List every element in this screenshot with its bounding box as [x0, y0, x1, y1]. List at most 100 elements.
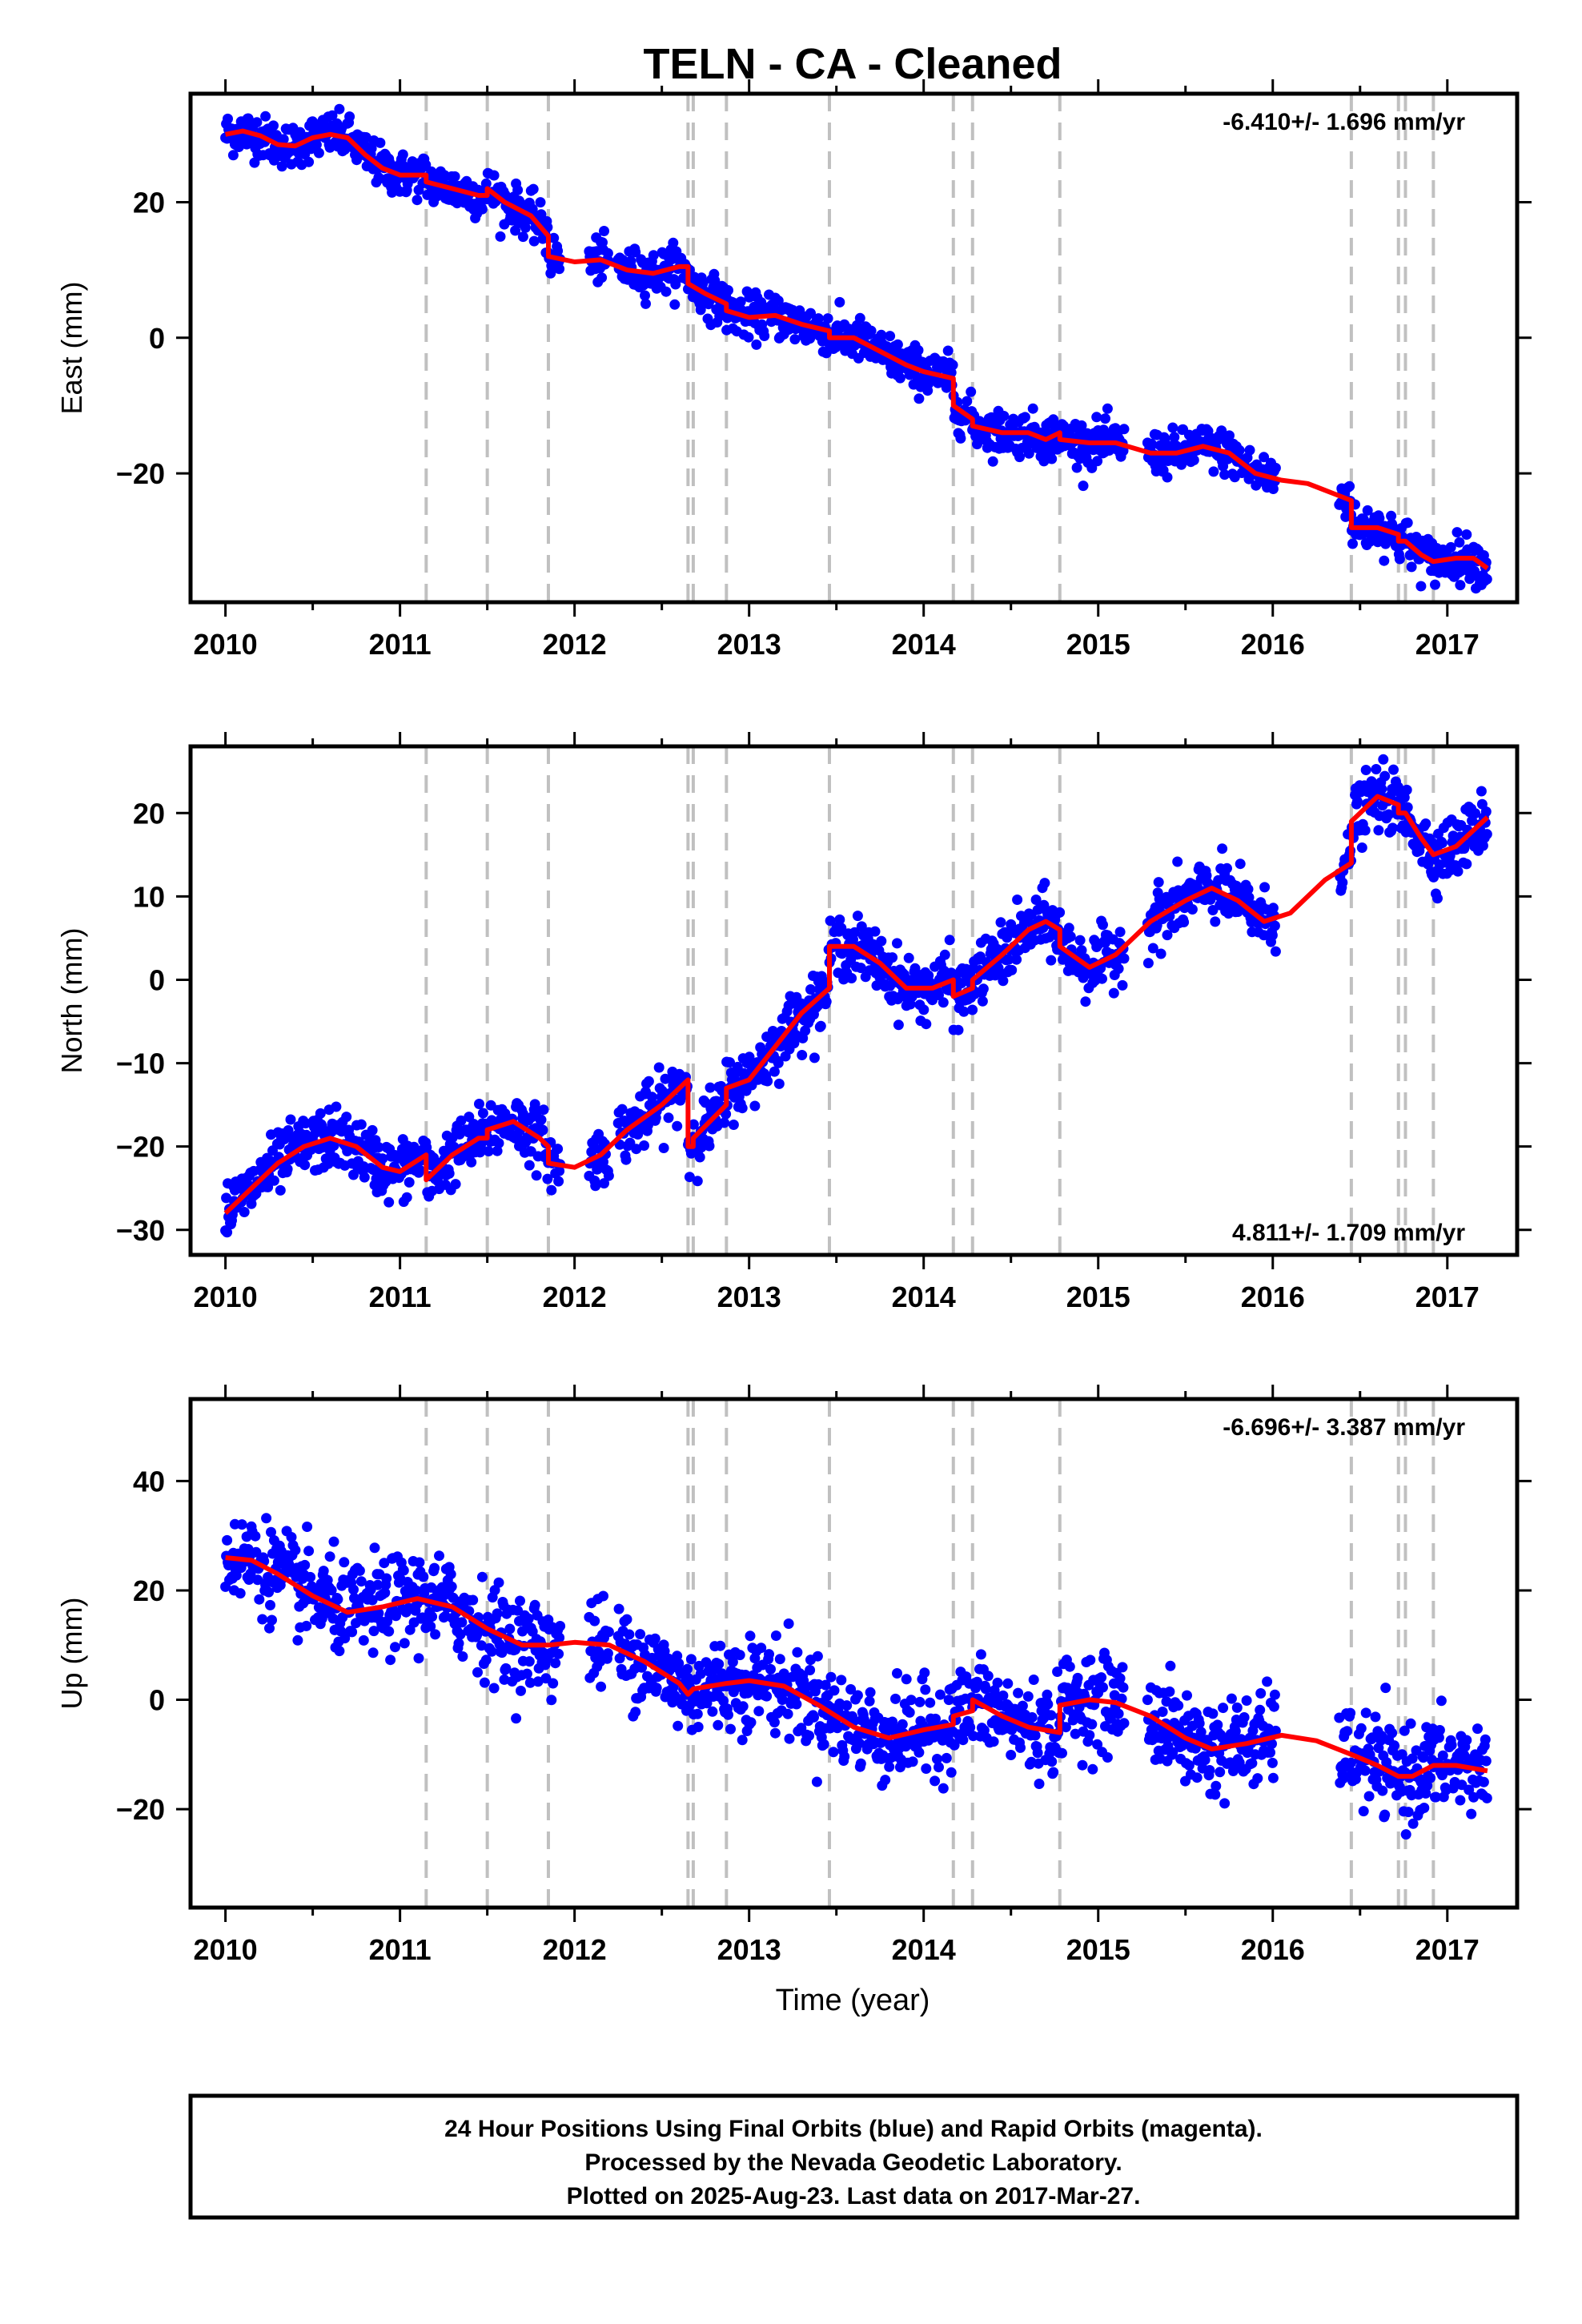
north-data-point	[855, 963, 866, 974]
up-data-point	[1204, 1765, 1215, 1775]
up-data-point	[839, 1751, 850, 1762]
north-data-point	[1476, 786, 1487, 797]
east-data-point	[528, 183, 539, 195]
up-data-point	[1419, 1803, 1430, 1813]
north-data-point	[285, 1114, 296, 1125]
up-data-point	[630, 1707, 641, 1718]
east-data-point	[917, 356, 928, 368]
north-x-tick-label: 2015	[1066, 1281, 1130, 1313]
east-data-point	[648, 250, 659, 261]
north-data-point	[1356, 842, 1367, 853]
east-data-point	[1374, 513, 1385, 524]
up-data-point	[1017, 1700, 1028, 1711]
up-data-point	[864, 1695, 875, 1707]
up-data-point	[1425, 1772, 1436, 1783]
up-data-point	[727, 1656, 738, 1667]
north-data-point	[789, 1038, 800, 1049]
east-x-tick-label: 2017	[1415, 628, 1480, 661]
up-data-point	[1268, 1701, 1279, 1712]
up-data-point	[811, 1776, 822, 1787]
up-x-tick-label: 2010	[194, 1933, 258, 1966]
east-x-tick-label: 2015	[1066, 628, 1130, 661]
north-data-point	[834, 914, 845, 925]
up-data-point	[624, 1629, 635, 1640]
north-data-point	[428, 1152, 440, 1164]
up-rate-label: -6.696+/- 3.387 mm/yr	[1223, 1414, 1465, 1441]
east-data-point	[495, 231, 506, 242]
panel-east: 2010 2011 2012 2013 2014 2015 2016 2017 −20 0 20 Ea…	[55, 79, 1532, 661]
up-data-point	[302, 1522, 313, 1532]
up-data-point	[1085, 1655, 1096, 1666]
east-data-point	[661, 286, 672, 297]
up-data-point	[905, 1695, 917, 1706]
east-data-point	[1027, 403, 1038, 414]
up-data-point	[414, 1557, 425, 1568]
up-data-point	[472, 1667, 483, 1678]
up-data-point	[521, 1668, 532, 1679]
footer-box	[188, 2093, 1520, 2220]
up-data-point	[723, 1709, 733, 1720]
east-data-point	[1162, 472, 1173, 483]
east-data-point	[552, 245, 564, 256]
north-data-point	[769, 1066, 780, 1077]
up-data-point	[1230, 1726, 1241, 1737]
east-data-point	[1159, 433, 1170, 444]
up-data-point	[1212, 1719, 1223, 1731]
figure-title: TELN - CA - Cleaned	[643, 40, 1062, 88]
north-data-point	[773, 1078, 785, 1089]
up-data-point	[1252, 1773, 1263, 1784]
east-data-points	[220, 103, 1492, 594]
north-data-point	[414, 1164, 425, 1176]
up-frame	[188, 1397, 1520, 1910]
up-data-point	[836, 1675, 847, 1686]
up-data-point	[782, 1708, 793, 1719]
up-data-point	[1030, 1730, 1041, 1741]
up-data-point	[907, 1756, 918, 1767]
up-data-point	[492, 1608, 503, 1619]
up-data-point	[368, 1626, 379, 1637]
up-data-point	[1060, 1722, 1071, 1733]
north-rate-label: 4.811+/- 1.709 mm/yr	[1232, 1220, 1465, 1246]
up-data-point	[1092, 1739, 1103, 1750]
east-data-point	[517, 231, 528, 243]
up-data-point	[425, 1621, 436, 1632]
up-data-point	[764, 1649, 774, 1660]
east-data-point	[527, 203, 538, 215]
north-data-point	[1155, 948, 1166, 959]
east-data-point	[449, 171, 460, 182]
north-data-point	[493, 1138, 504, 1148]
up-data-point	[1102, 1752, 1113, 1763]
up-data-point	[476, 1640, 487, 1651]
up-data-point	[1363, 1791, 1375, 1802]
up-data-point	[1399, 1725, 1410, 1736]
east-data-point	[947, 360, 958, 371]
north-data-point	[590, 1180, 601, 1192]
east-x-tick-label: 2014	[892, 628, 956, 661]
north-data-point	[1039, 878, 1050, 889]
north-data-point	[719, 1117, 730, 1128]
north-data-point	[1074, 935, 1086, 946]
up-data-point	[998, 1690, 1009, 1701]
up-data-point	[769, 1717, 780, 1728]
up-data-point	[715, 1640, 726, 1651]
north-data-point	[849, 927, 860, 938]
north-data-point	[836, 923, 847, 934]
north-data-point	[846, 973, 857, 983]
up-data-point	[982, 1671, 994, 1682]
up-data-point	[236, 1519, 247, 1530]
north-data-point	[331, 1101, 342, 1112]
north-data-point	[268, 1175, 279, 1186]
east-data-point	[735, 296, 746, 308]
east-data-point	[834, 296, 845, 308]
east-data-point	[743, 332, 754, 343]
east-data-point	[303, 156, 315, 167]
east-data-point	[311, 139, 322, 151]
up-data-point	[379, 1558, 390, 1569]
north-data-point	[1379, 770, 1391, 782]
up-data-point	[753, 1706, 765, 1717]
up-data-point	[1380, 1683, 1391, 1694]
up-data-point	[1034, 1779, 1045, 1789]
north-data-point	[1470, 808, 1481, 819]
up-data-point	[303, 1546, 315, 1557]
north-data-point	[1270, 946, 1281, 957]
